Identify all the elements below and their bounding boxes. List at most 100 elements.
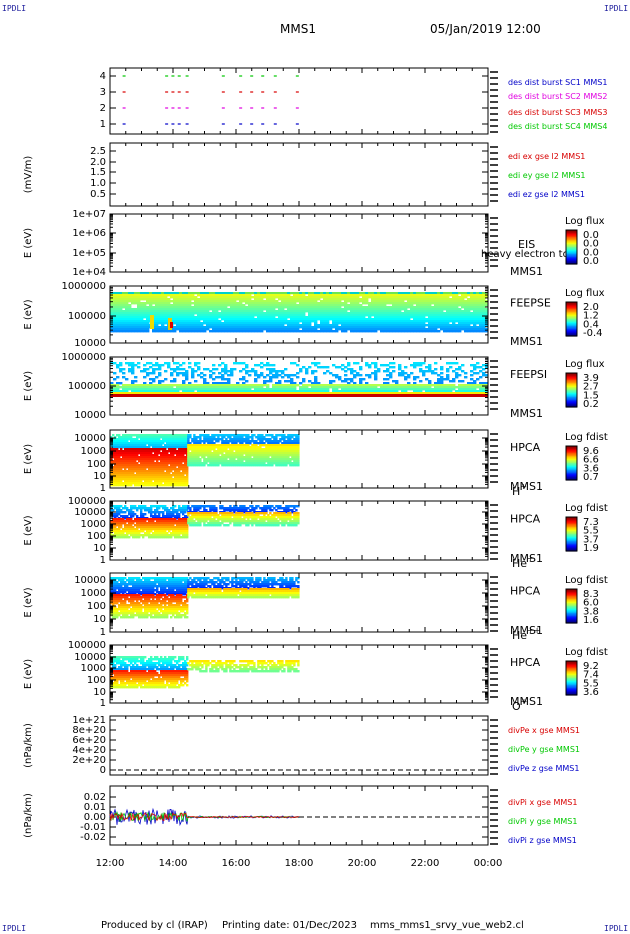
spectrogram-cell xyxy=(467,302,471,305)
spectrogram-cell xyxy=(413,292,417,294)
colorbar-cell xyxy=(566,392,577,395)
spectrogram-cell xyxy=(110,456,113,459)
spectrogram-cell xyxy=(126,436,129,439)
spectrogram-cell xyxy=(407,300,411,303)
spectrogram-cell xyxy=(413,312,417,315)
spectrogram-cell xyxy=(407,294,411,297)
spectrogram-cell xyxy=(182,312,186,315)
spectrogram-cell xyxy=(245,308,249,311)
spectrogram-cell xyxy=(281,298,285,301)
spectrogram-cell xyxy=(182,308,186,311)
spectrogram-cell xyxy=(344,298,348,301)
spectrogram-cell xyxy=(287,390,291,393)
spectrogram-cell xyxy=(302,308,306,311)
spectrogram-cell xyxy=(134,298,138,301)
spectrogram-cell xyxy=(272,330,276,333)
spectrogram-cell xyxy=(155,316,159,319)
spectrogram-cell xyxy=(413,298,417,301)
spectrogram-cell xyxy=(221,384,225,387)
spectrogram-cell xyxy=(482,324,486,327)
spectrogram-cell xyxy=(251,320,255,323)
spectrogram-cell xyxy=(419,304,423,307)
spectrogram-cell xyxy=(446,322,450,325)
spectrogram-cell xyxy=(126,482,129,485)
spectrogram-cell xyxy=(134,324,138,327)
spectrogram-cell xyxy=(191,320,195,323)
spectrogram-cell xyxy=(476,302,480,305)
spectrogram-cell xyxy=(389,316,393,319)
spectrogram-cell xyxy=(272,326,276,329)
spectrogram-cell xyxy=(398,310,402,313)
spectrogram-cell xyxy=(251,384,255,387)
spectrogram-cell xyxy=(155,326,159,329)
spectrogram-cell xyxy=(356,308,360,311)
spectrogram-cell xyxy=(476,292,480,294)
spectrogram-cell xyxy=(184,436,187,439)
spectrogram-cell xyxy=(142,462,145,465)
spectrogram-cell xyxy=(473,312,477,315)
y-tick-label: 10000 xyxy=(74,410,106,421)
spectrogram-cell xyxy=(377,296,381,299)
spectrogram-cell xyxy=(174,458,177,461)
spectrogram-cell xyxy=(347,368,351,371)
spectrogram-cell xyxy=(140,326,144,329)
spectrogram-cell xyxy=(227,382,231,385)
spectrogram-cell xyxy=(269,314,273,317)
spectrogram-cell xyxy=(437,292,441,294)
spectrogram-cell xyxy=(269,378,273,381)
spectrogram-cell xyxy=(184,440,187,443)
spectrogram-cell xyxy=(126,446,129,449)
spectrogram-cell xyxy=(359,374,363,377)
spectrogram-cell xyxy=(428,328,432,331)
colorbar-cell xyxy=(566,255,577,258)
spectrogram-cell xyxy=(136,474,139,477)
spectrogram-cell xyxy=(136,452,139,455)
spectrogram-cell xyxy=(215,310,219,313)
spectrogram-cell xyxy=(197,292,201,294)
spectrogram-cell xyxy=(362,312,366,315)
spectrogram-cell xyxy=(251,330,255,333)
spectrogram-cell xyxy=(386,298,390,301)
spectrogram-cell xyxy=(164,308,168,311)
spectrogram-cell xyxy=(160,460,163,463)
spectrogram-cell xyxy=(476,366,480,369)
spectrogram-cell xyxy=(470,370,474,373)
spectrogram-cell xyxy=(174,470,177,473)
spectrogram-cell xyxy=(272,312,276,315)
spectrogram-cell xyxy=(150,474,153,477)
spectrogram-cell xyxy=(236,306,240,309)
spectrogram-cell xyxy=(146,318,150,321)
spectrogram-cell xyxy=(317,330,321,333)
spectrogram-cell xyxy=(254,370,258,373)
spectrogram-cell xyxy=(185,320,189,323)
spectrogram-cell xyxy=(284,326,288,329)
spectrogram-cell xyxy=(380,384,384,387)
spectrogram-cell xyxy=(146,438,149,441)
spectrogram-cell xyxy=(347,322,351,325)
spectrogram-cell xyxy=(179,300,183,303)
spectrogram-cell xyxy=(374,306,378,309)
spectrogram-cell xyxy=(425,302,429,305)
spectrogram-cell xyxy=(356,384,360,387)
spectrogram-cell xyxy=(152,378,156,381)
spectrogram-cell xyxy=(332,300,336,303)
spectrogram-cell xyxy=(452,324,456,327)
spectrogram-cell xyxy=(110,312,114,315)
spectrogram-cell xyxy=(137,324,141,327)
spectrogram-cell xyxy=(380,310,384,313)
spectrogram-cell xyxy=(161,390,165,393)
spectrogram-cell xyxy=(389,302,393,305)
spectrogram-cell xyxy=(437,304,441,307)
spectrogram-cell xyxy=(335,376,339,379)
spectrogram-cell xyxy=(332,304,336,307)
spectrogram-cell xyxy=(446,298,450,301)
spectrogram-cell xyxy=(332,380,336,383)
spectrogram-cell xyxy=(149,366,153,369)
spectrogram-cell xyxy=(323,316,327,319)
spectrogram-cell xyxy=(119,294,123,297)
spectrogram-cell xyxy=(281,328,285,331)
spectrogram-cell xyxy=(200,302,204,305)
spectrogram-cell xyxy=(164,384,168,387)
spectrogram-cell xyxy=(155,322,159,325)
spectrogram-cell xyxy=(112,484,115,487)
